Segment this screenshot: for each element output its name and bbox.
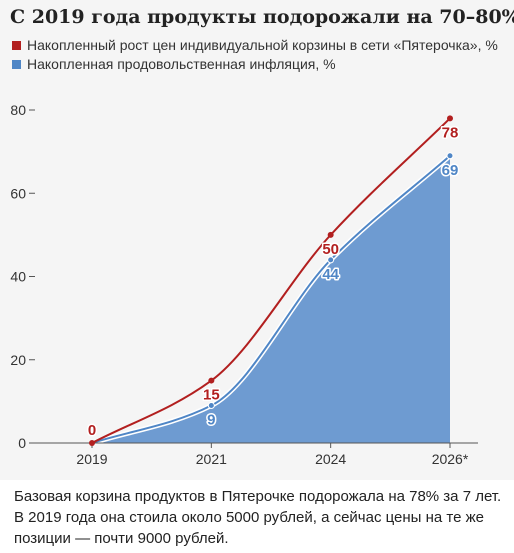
- legend: Накопленный рост цен индивидуальной корз…: [12, 37, 507, 75]
- inflation-area: [92, 155, 450, 443]
- inflation-data-label: 44: [322, 266, 339, 283]
- x-tick-label: 2019: [76, 451, 107, 467]
- inflation-point: [446, 152, 454, 160]
- pyaterochka-point: [89, 440, 95, 446]
- legend-label-inflation: Накопленная продовольственная инфляция, …: [27, 56, 336, 72]
- x-tick-label: 2026*: [432, 451, 469, 467]
- chart-plot: 0 20 40 60 80 2019 2021 2024 2026* 0 15 50 78 9 44 69: [10, 102, 478, 467]
- pyaterochka-data-label: 0: [88, 422, 96, 439]
- chart-title: С 2019 года продукты подорожали на 70–80…: [10, 6, 514, 28]
- pyaterochka-point: [327, 231, 334, 238]
- inflation-data-label: 9: [207, 412, 215, 429]
- pyaterochka-point: [208, 377, 215, 384]
- legend-item-inflation: Накопленная продовольственная инфляция, …: [12, 56, 507, 73]
- inflation-point: [207, 402, 215, 410]
- x-tick-label: 2024: [315, 451, 346, 467]
- inflation-point: [327, 256, 335, 264]
- y-tick-label: 0: [18, 435, 26, 451]
- y-tick-label: 80: [10, 102, 26, 118]
- x-tick-label: 2021: [196, 451, 227, 467]
- pyaterochka-line: [91, 117, 451, 444]
- legend-item-pyaterochka: Накопленный рост цен индивидуальной корз…: [12, 37, 507, 54]
- pyaterochka-data-label: 78: [442, 124, 459, 141]
- pyaterochka-point: [447, 115, 453, 122]
- chart-caption: Базовая корзина продуктов в Пятерочке по…: [14, 488, 502, 547]
- chart-card: С 2019 года продукты подорожали на 70–80…: [10, 6, 514, 467]
- pyaterochka-data-label: 15: [203, 387, 220, 404]
- y-tick-label: 40: [10, 269, 26, 285]
- pyaterochka-data-label: 50: [322, 241, 339, 258]
- y-tick-label: 20: [10, 352, 26, 368]
- legend-swatch-blue: [12, 60, 21, 69]
- legend-swatch-red: [12, 41, 21, 50]
- inflation-data-label: 69: [442, 162, 459, 179]
- y-tick-label: 60: [10, 185, 26, 201]
- inflation-line: [91, 155, 451, 444]
- legend-label-pyaterochka: Накопленный рост цен индивидуальной корз…: [27, 37, 498, 53]
